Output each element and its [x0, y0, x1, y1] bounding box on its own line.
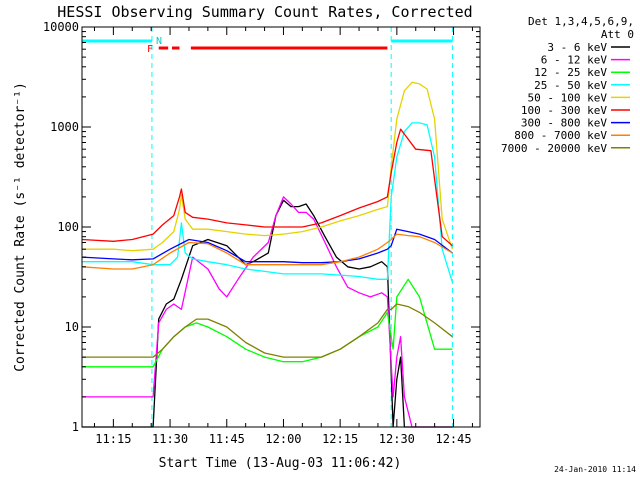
legend-label-0: 3 - 6 keV — [547, 41, 607, 54]
x-tick-label-0: 11:15 — [95, 432, 131, 446]
x-tick-labels: 11:15 11:30 11:45 12:00 12:15 12:30 12:45 — [95, 432, 471, 446]
series-line-0 — [82, 199, 453, 428]
y-tick-label-1: 10 — [65, 320, 79, 334]
y-tick-label-0: 1 — [72, 420, 79, 434]
legend-header-line2: Att 0 — [601, 28, 634, 41]
legend-label-4: 50 - 100 keV — [528, 91, 608, 104]
y-tick-label-2: 100 — [57, 220, 79, 234]
y-tick-labels: 1 10 100 1000 10000 — [43, 20, 79, 434]
series-line-8 — [82, 303, 453, 358]
legend-label-1: 6 - 12 keV — [541, 54, 608, 67]
night-flag-label: N — [156, 36, 162, 47]
y-tick-label-4: 10000 — [43, 20, 79, 34]
legend-label-2: 12 - 25 keV — [534, 66, 607, 79]
plot-timestamp: 24-Jan-2010 11:14 — [554, 465, 636, 474]
x-tick-label-1: 11:30 — [152, 432, 188, 446]
series-line-1 — [82, 196, 453, 428]
series-lines — [81, 81, 454, 428]
x-tick-label-4: 12:15 — [322, 432, 358, 446]
series-line-6 — [81, 228, 453, 264]
series-line-7 — [81, 233, 453, 270]
series-line-3 — [82, 122, 454, 283]
legend-label-5: 100 - 300 keV — [521, 104, 607, 117]
legend-label-6: 300 - 800 keV — [521, 117, 607, 130]
x-tick-label-3: 12:00 — [265, 432, 301, 446]
x-tick-label-5: 12:30 — [379, 432, 415, 446]
y-axis-label: Corrected Count Rate (s⁻¹ detector⁻¹) — [13, 82, 28, 372]
x-tick-label-2: 11:45 — [209, 432, 245, 446]
legend-label-7: 800 - 7000 keV — [514, 129, 607, 142]
series-line-5 — [81, 128, 453, 247]
x-tick-label-6: 12:45 — [435, 432, 471, 446]
x-axis-label: Start Time (13-Aug-03 11:06:42) — [159, 456, 402, 471]
y-tick-label-3: 1000 — [50, 120, 79, 134]
flare-flag-label: F — [147, 44, 153, 55]
legend-label-3: 25 - 50 keV — [534, 79, 607, 92]
axis-ticks — [82, 26, 480, 428]
chart-title: HESSI Observing Summary Count Rates, Cor… — [57, 3, 472, 21]
legend-header-line1: Det 1,3,4,5,6,9, — [528, 15, 634, 28]
legend-label-8: 7000 - 20000 keV — [501, 142, 607, 155]
series-line-4 — [82, 81, 454, 252]
